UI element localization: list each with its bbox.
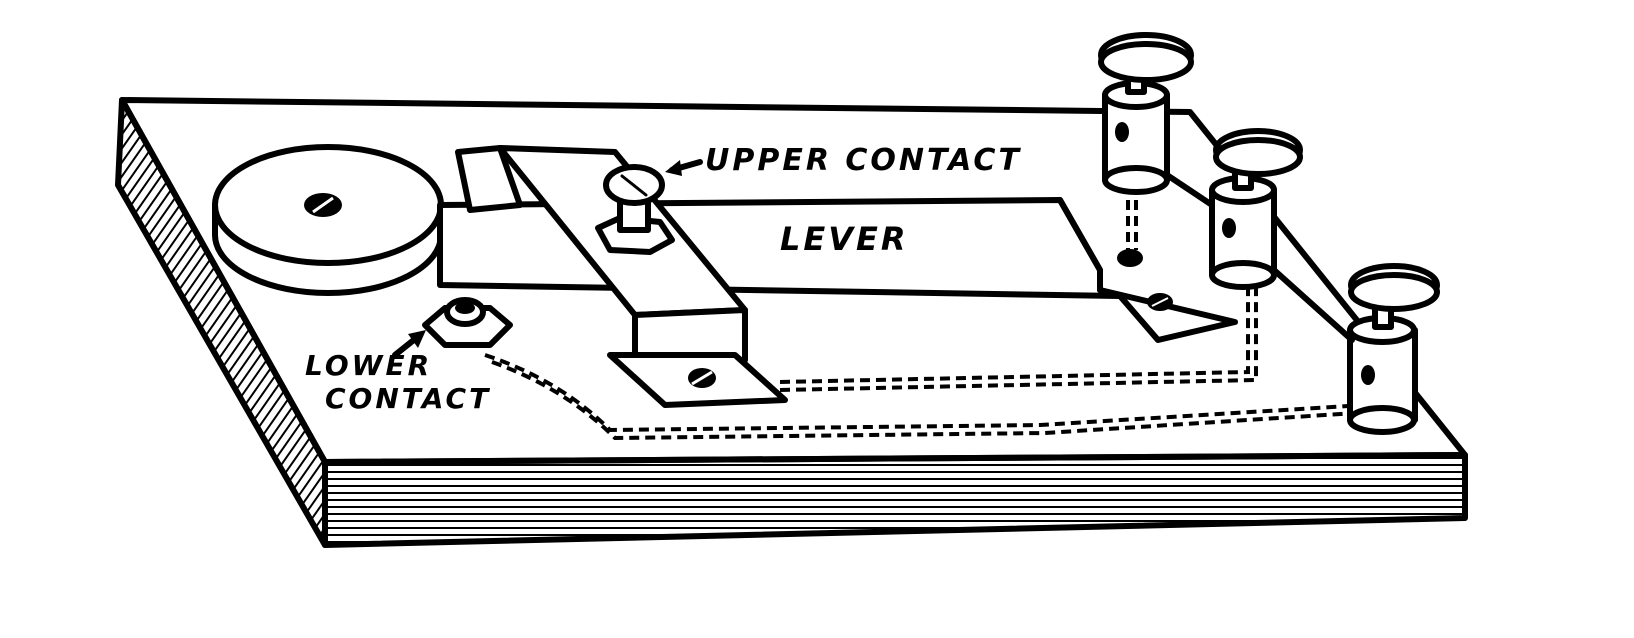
lower-contact-nut	[422, 297, 513, 348]
binding-post-1	[1098, 32, 1194, 195]
binding-post-3	[1347, 263, 1440, 435]
upper-contact-screw	[595, 164, 675, 255]
lower-contact-label-line1: LOWER	[305, 349, 432, 382]
post-connectors	[1164, 172, 1355, 343]
lower-contact-arrow	[392, 330, 426, 358]
lower-contact-label-line2: CONTACT	[325, 382, 491, 415]
upper-contact-label: UPPER CONTACT	[705, 143, 1022, 178]
lever-label: LEVER	[780, 220, 909, 258]
wiring	[484, 200, 1373, 441]
pivot-disk	[212, 144, 444, 296]
upper-contact-arrow	[665, 159, 703, 176]
binding-post-2	[1209, 128, 1303, 290]
